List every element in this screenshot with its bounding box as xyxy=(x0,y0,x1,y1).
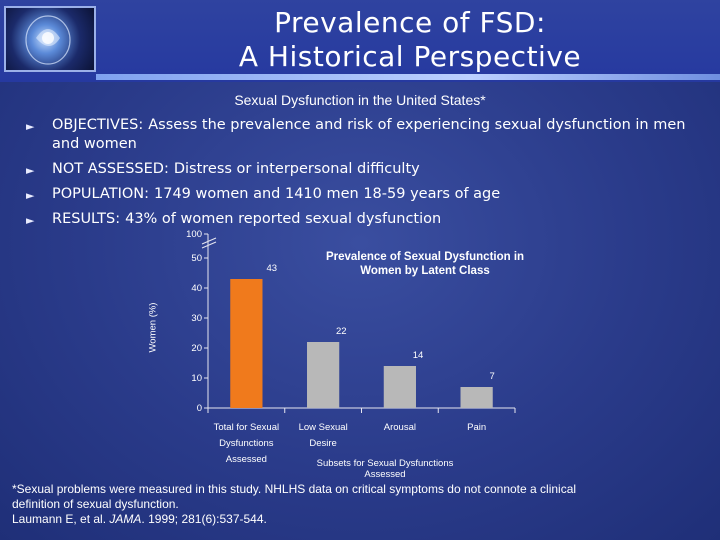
bullet-arrow-icon: ► xyxy=(26,214,35,227)
category-label: Pain xyxy=(467,422,486,433)
bar xyxy=(230,279,263,408)
citation-suffix: . 1999; 281(6):537-544. xyxy=(141,512,267,526)
bar xyxy=(383,366,416,408)
bar-chart: 100 0 10 20 30 40 50 43 Total for Sexual Dysfunct… xyxy=(147,222,530,492)
category-label: Arousal xyxy=(384,422,416,433)
brain-image-icon xyxy=(4,6,96,72)
category-label: Total for Sexual xyxy=(214,422,279,433)
footnote: *Sexual problems were measured in this s… xyxy=(12,482,712,527)
slide-subtitle: Sexual Dysfunction in the United States* xyxy=(234,92,486,108)
bar xyxy=(460,387,493,408)
category-label: Dysfunctions xyxy=(219,438,274,449)
footnote-line-2: definition of sexual dysfunction. xyxy=(12,497,179,511)
axis-break-mark xyxy=(201,241,217,249)
data-label: 22 xyxy=(336,326,347,337)
bullet-text: Assess the prevalence and risk of experi… xyxy=(52,117,686,152)
citation-journal: JAMA xyxy=(109,512,142,526)
y-tick-label: 20 xyxy=(191,343,202,354)
data-label: 43 xyxy=(266,263,277,274)
bullet-population: ► POPULATION: 1749 women and 1410 men 18-… xyxy=(22,185,712,204)
bullet-results: ► RESULTS: 43% of women reported sexual d… xyxy=(22,210,712,229)
bar xyxy=(307,342,340,408)
title-underline xyxy=(96,74,720,80)
title-line-2: A Historical Perspective xyxy=(238,40,582,73)
title-line-1: Prevalence of FSD: xyxy=(274,6,546,39)
bullet-text: 43% of women reported sexual dysfunction xyxy=(125,211,442,227)
bullet-arrow-icon: ► xyxy=(26,189,35,202)
y-tick-label: 40 xyxy=(191,283,202,294)
bullet-arrow-icon: ► xyxy=(26,164,35,177)
footnote-line-1: *Sexual problems were measured in this s… xyxy=(12,482,577,496)
bullet-not-assessed: ► NOT ASSESSED: Distress or interpersonal… xyxy=(22,160,712,179)
bullet-text: 1749 women and 1410 men 18-59 years of a… xyxy=(154,186,501,202)
y-tick-label: 50 xyxy=(191,253,202,264)
bullet-arrow-icon: ► xyxy=(26,120,35,133)
title-band xyxy=(0,0,720,82)
y-tick-label: 10 xyxy=(191,373,202,384)
citation-prefix: Laumann E, et al. xyxy=(12,512,110,526)
chart-svg: 100 0 10 20 30 40 50 43 Total for Sexual Dysfunct… xyxy=(186,229,516,465)
bullet-text: Distress or interpersonal difficulty xyxy=(173,161,420,177)
citation: Laumann E, et al. JAMA. 1999; 281(6):537… xyxy=(12,512,712,527)
bullet-label: POPULATION: xyxy=(52,186,149,202)
data-label: 7 xyxy=(490,371,495,382)
bullet-label: OBJECTIVES: xyxy=(52,117,144,133)
y-tick-label: 30 xyxy=(191,313,202,324)
data-label: 14 xyxy=(413,350,424,361)
y-tick-label: 100 xyxy=(186,229,202,240)
y-axis-label: Women (%) xyxy=(147,302,159,353)
axis-break-mark xyxy=(201,237,217,245)
slide-title: Prevalence of FSD: A Historical Perspect… xyxy=(110,6,710,74)
chart-title: Prevalence of Sexual Dysfunction in Wome… xyxy=(325,251,525,277)
x-axis-label: Subsets for Sexual Dysfunctions Assessed xyxy=(316,458,454,480)
category-label: Assessed xyxy=(226,454,267,465)
bullet-label: RESULTS: xyxy=(52,211,121,227)
category-label: Low Sexual xyxy=(299,422,348,433)
y-tick-label: 0 xyxy=(197,403,202,414)
bullet-label: NOT ASSESSED: xyxy=(52,161,169,177)
bullet-objectives: ► OBJECTIVES: Assess the prevalence and r… xyxy=(22,116,712,154)
category-label: Desire xyxy=(309,438,336,449)
bullet-list: ► OBJECTIVES: Assess the prevalence and r… xyxy=(22,116,712,235)
